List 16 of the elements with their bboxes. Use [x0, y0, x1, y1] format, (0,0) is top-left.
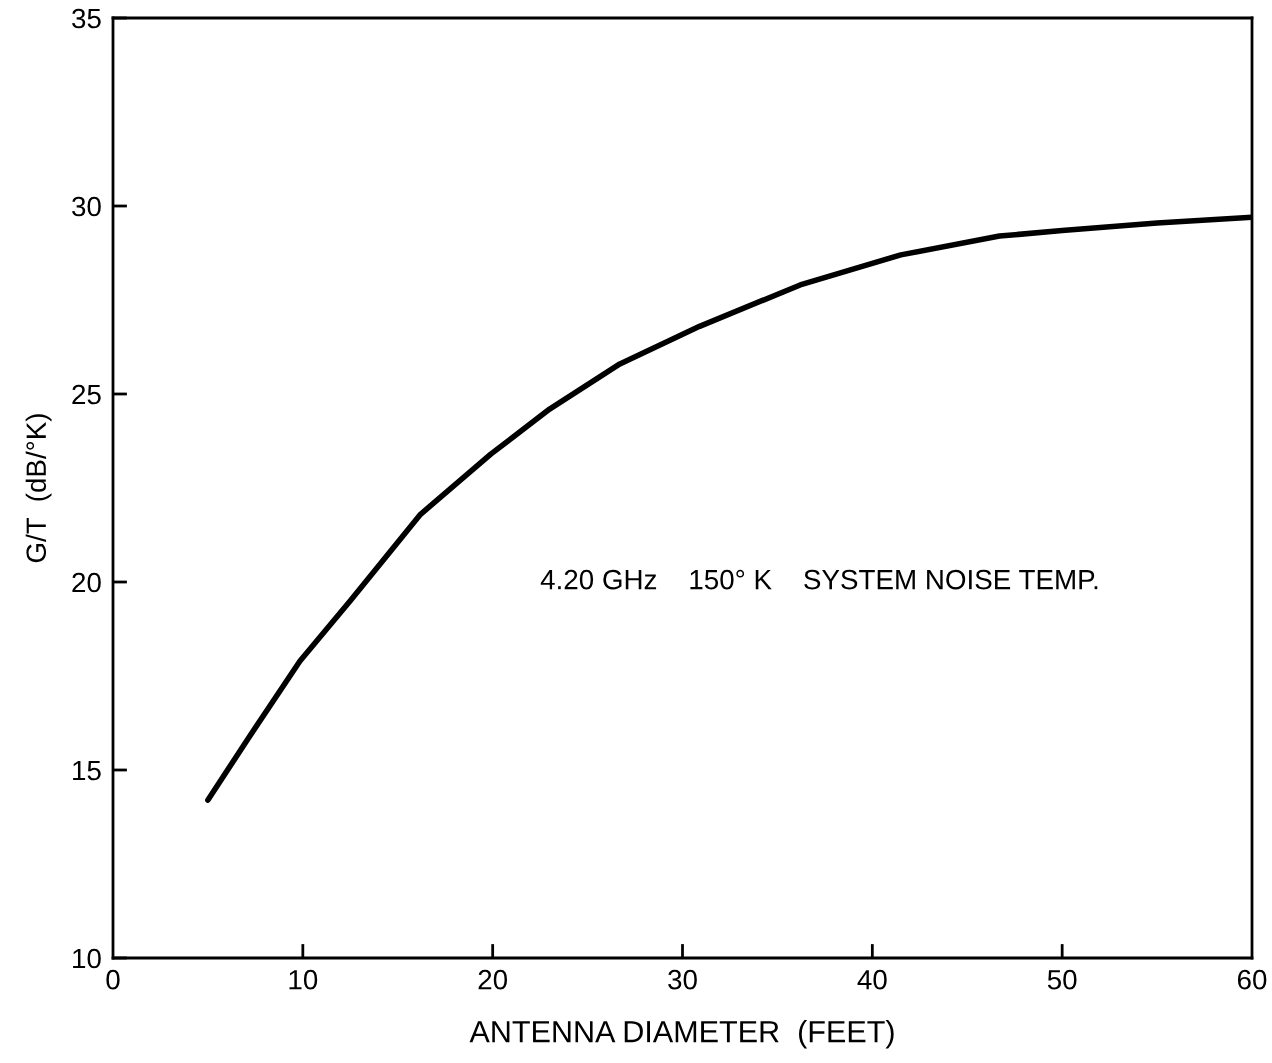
x-tick-label: 30 [668, 969, 697, 990]
annotation: 4.20 GHz 150° K SYSTEM NOISE TEMP. [540, 569, 1098, 590]
y-tick-label: 15 [73, 760, 101, 781]
x-tick-label: 40 [857, 969, 887, 990]
y-tick-label: 30 [72, 196, 101, 217]
y-tick-label: 25 [72, 384, 101, 405]
y-tick-label: 10 [73, 948, 101, 969]
x-tick-label: 60 [1237, 969, 1267, 990]
y-tick-label: 20 [72, 572, 101, 593]
x-tick-label: 50 [1047, 969, 1077, 990]
x-axis-title: ANTENNA DIAMETER (FEET) [469, 1020, 894, 1049]
x-tick-label: 20 [478, 969, 508, 990]
x-tick-label: 10 [289, 969, 318, 990]
x-tick-label: 0 [106, 969, 120, 990]
y-tick-label: 35 [72, 8, 101, 29]
y-axis-title: G/T (dB/°K) [25, 414, 52, 563]
